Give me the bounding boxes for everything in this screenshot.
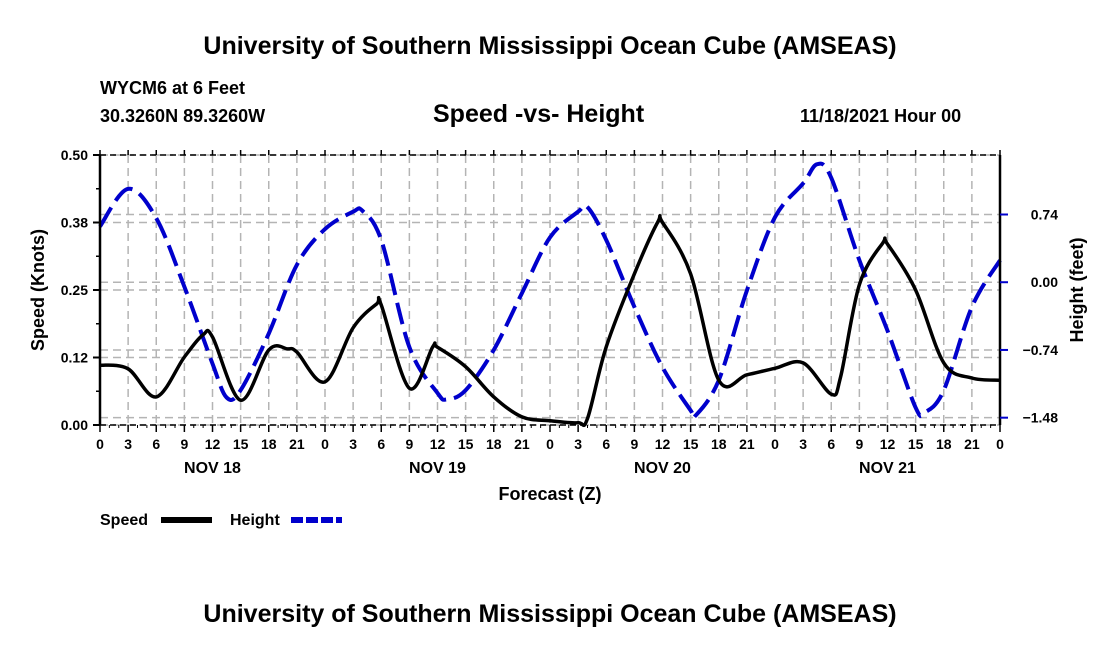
y2-tick-label: 0.00 [1031, 274, 1058, 290]
x-tick-label: 3 [349, 436, 357, 452]
series-height-line [98, 161, 1002, 421]
day-label: NOV 19 [409, 460, 466, 477]
x-tick-label: 3 [124, 436, 132, 452]
x-tick-label: 21 [289, 436, 305, 452]
legend: Speed Height [100, 512, 342, 529]
y2-tick-label: 0.74 [1031, 206, 1058, 222]
day-labels: NOV 18 NOV 19 NOV 20 NOV 21 [184, 460, 916, 477]
x-axis-label: Forecast (Z) [498, 484, 601, 504]
x-tick-label: 15 [683, 436, 699, 452]
x-tick-label: 9 [855, 436, 863, 452]
x-tick-label: 9 [630, 436, 638, 452]
x-tick-label: 15 [908, 436, 924, 452]
y-tick-labels: 0.00 0.12 0.25 0.38 0.50 [61, 147, 88, 433]
forecast-datetime: 11/18/2021 Hour 00 [800, 106, 962, 126]
x-tick-label: 6 [152, 436, 160, 452]
day-label: NOV 21 [859, 460, 916, 477]
x-tick-labels: 0 3 6 9 12 15 18 21 0 3 6 9 12 15 18 21 0 3 6 9 12 15 18 21 0 3 6 9… [96, 436, 1004, 452]
y-tick-label: 0.00 [61, 417, 88, 433]
x-tick-label: 21 [514, 436, 530, 452]
x-tick-label: 6 [602, 436, 610, 452]
x-tick-label: 12 [880, 436, 896, 452]
x-tick-label: 12 [430, 436, 446, 452]
footer-title: University of Southern Mississippi Ocean… [203, 600, 897, 628]
x-tick-label: 3 [574, 436, 582, 452]
series-layer [98, 161, 1002, 428]
chart-title: University of Southern Mississippi Ocean… [203, 32, 897, 60]
legend-label-height: Height [230, 512, 280, 529]
x-tick-label: 3 [799, 436, 807, 452]
axes [93, 150, 1008, 432]
x-tick-label: 0 [996, 436, 1004, 452]
x-tick-label: 18 [486, 436, 502, 452]
x-tick-label: 0 [321, 436, 329, 452]
x-tick-label: 18 [261, 436, 277, 452]
x-tick-label: 18 [936, 436, 952, 452]
y-tick-label: 0.50 [61, 147, 88, 163]
x-tick-label: 12 [655, 436, 671, 452]
series-speed-line [99, 214, 1001, 428]
x-tick-label: 0 [771, 436, 779, 452]
x-tick-label: 15 [458, 436, 474, 452]
y2-tick-label: −0.74 [1023, 342, 1059, 358]
chart-subtitle: Speed -vs- Height [433, 100, 645, 128]
y-tick-label: 0.38 [61, 215, 88, 231]
x-tick-label: 6 [827, 436, 835, 452]
grid-lines [100, 154, 1000, 426]
station-label: WYCM6 at 6 Feet [100, 78, 246, 98]
legend-label-speed: Speed [100, 512, 148, 529]
x-tick-label: 15 [233, 436, 249, 452]
day-label: NOV 20 [634, 460, 691, 477]
y2-tick-label: −1.48 [1023, 410, 1059, 426]
x-tick-label: 9 [180, 436, 188, 452]
x-tick-label: 21 [964, 436, 980, 452]
coordinates-label: 30.3260N 89.3260W [100, 106, 266, 126]
x-tick-label: 9 [405, 436, 413, 452]
x-tick-label: 0 [96, 436, 104, 452]
day-label: NOV 18 [184, 460, 241, 477]
y2-tick-labels: 0.74 0.00 −0.74 −1.48 [1023, 206, 1059, 425]
x-tick-label: 6 [377, 436, 385, 452]
x-tick-label: 12 [205, 436, 221, 452]
x-tick-label: 0 [546, 436, 554, 452]
x-tick-label: 18 [711, 436, 727, 452]
y2-axis-label: Height (feet) [1067, 238, 1087, 343]
y-tick-label: 0.25 [61, 282, 88, 298]
y-tick-label: 0.12 [61, 350, 88, 366]
y-axis-label: Speed (Knots) [28, 229, 48, 351]
x-tick-label: 21 [739, 436, 755, 452]
